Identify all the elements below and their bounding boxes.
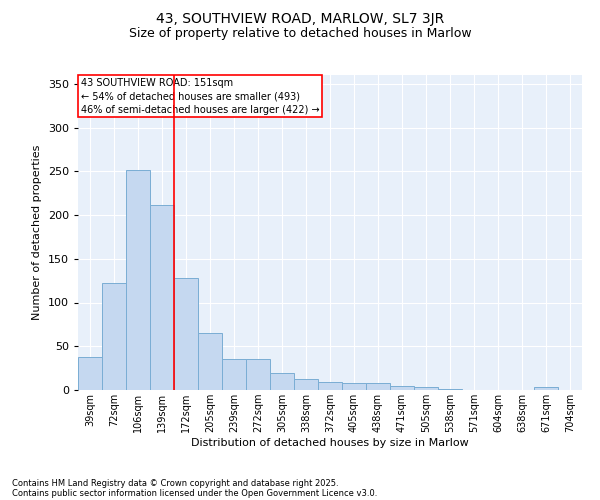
Text: 43, SOUTHVIEW ROAD, MARLOW, SL7 3JR: 43, SOUTHVIEW ROAD, MARLOW, SL7 3JR <box>156 12 444 26</box>
Bar <box>174 278 198 390</box>
Bar <box>342 383 366 390</box>
Y-axis label: Number of detached properties: Number of detached properties <box>32 145 42 320</box>
Bar <box>222 360 246 390</box>
Text: Contains HM Land Registry data © Crown copyright and database right 2025.: Contains HM Land Registry data © Crown c… <box>12 478 338 488</box>
Bar <box>246 360 270 390</box>
Text: 43 SOUTHVIEW ROAD: 151sqm
← 54% of detached houses are smaller (493)
46% of semi: 43 SOUTHVIEW ROAD: 151sqm ← 54% of detac… <box>80 78 319 114</box>
Bar <box>78 357 102 390</box>
Bar <box>198 333 222 390</box>
Bar <box>534 386 558 390</box>
Bar <box>270 374 294 390</box>
Bar <box>438 389 462 390</box>
Bar <box>414 388 438 390</box>
Text: Contains public sector information licensed under the Open Government Licence v3: Contains public sector information licen… <box>12 488 377 498</box>
Bar <box>390 386 414 390</box>
Bar <box>294 378 318 390</box>
Text: Size of property relative to detached houses in Marlow: Size of property relative to detached ho… <box>128 28 472 40</box>
Bar <box>318 382 342 390</box>
Bar <box>366 383 390 390</box>
Bar <box>102 283 126 390</box>
X-axis label: Distribution of detached houses by size in Marlow: Distribution of detached houses by size … <box>191 438 469 448</box>
Bar <box>126 170 150 390</box>
Bar <box>150 204 174 390</box>
